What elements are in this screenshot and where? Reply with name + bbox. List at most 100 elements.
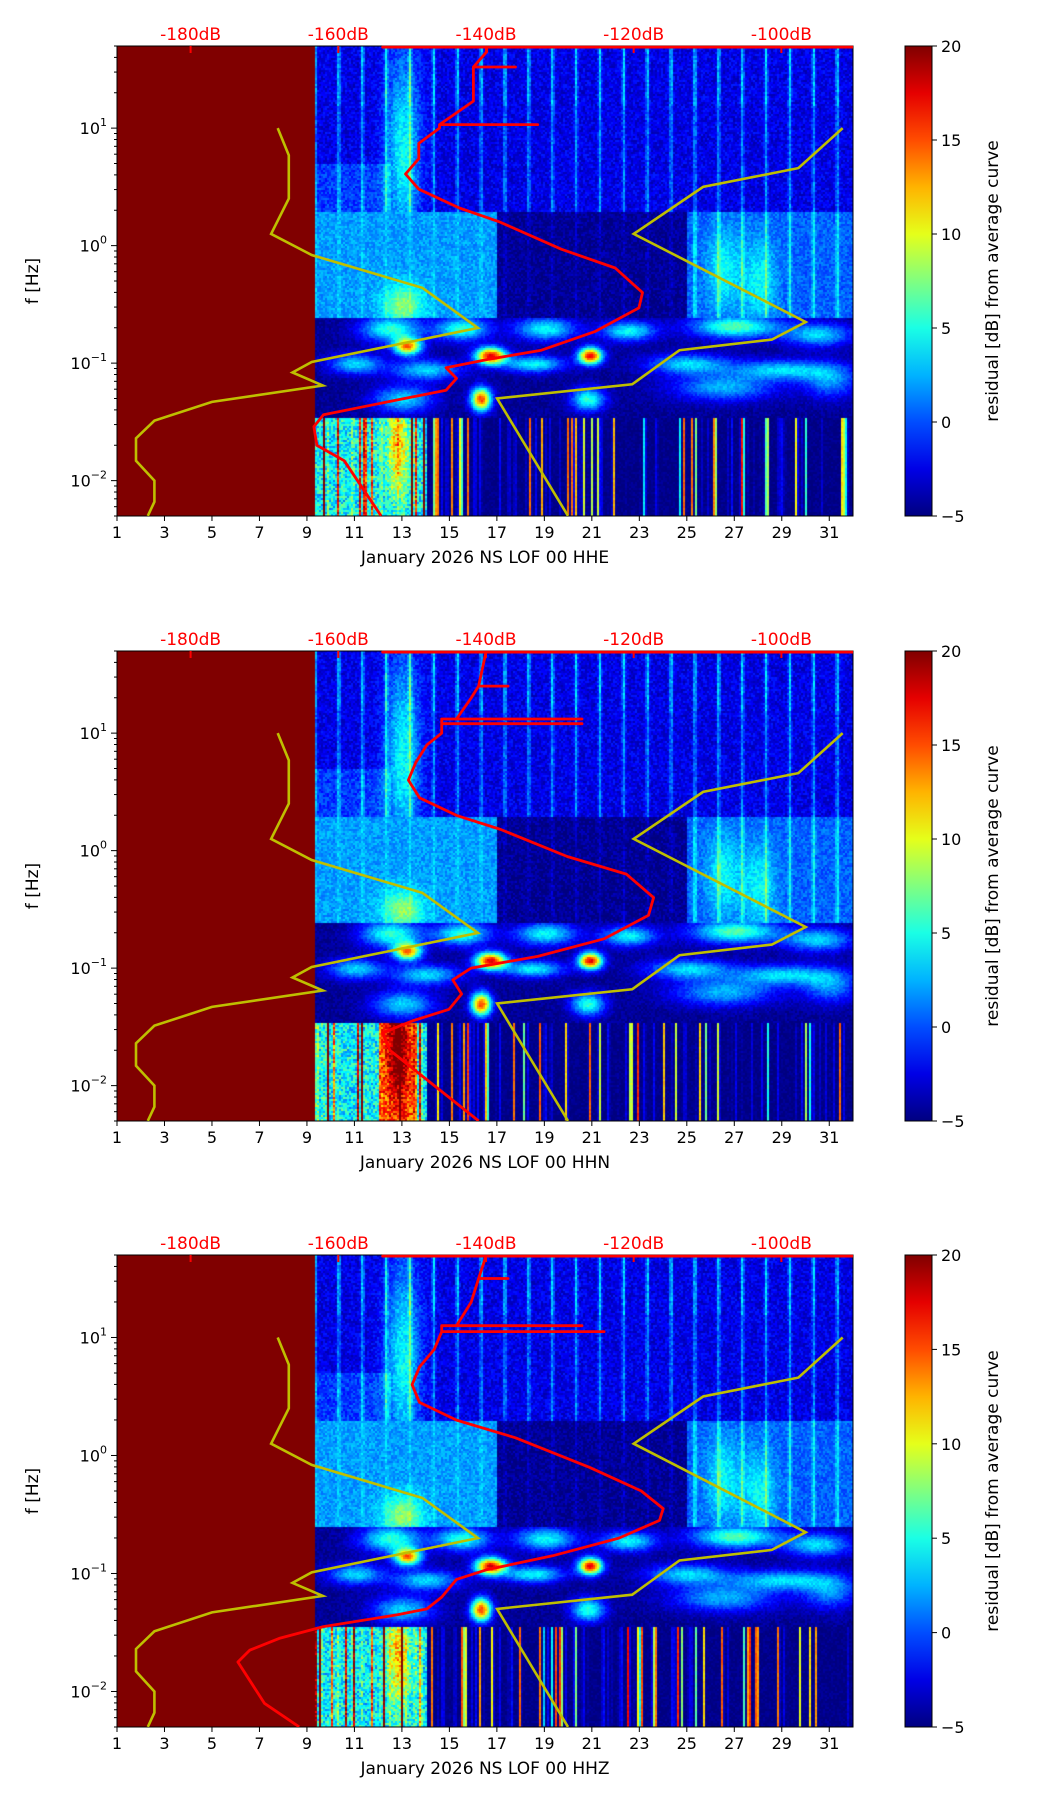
y-tick-label: 101 [80,116,107,138]
y-tick-exponent: −1 [91,351,107,364]
x-tick-label: 3 [159,1734,169,1753]
x-tick-label: 15 [439,523,459,542]
y-tick-base: 10 [80,1446,100,1465]
x-tick-label: 31 [819,523,839,542]
db-tick-label: -120dB [603,1234,664,1254]
low-noise-model-curve [134,732,482,1121]
y-tick-base: 10 [80,842,100,861]
low-noise-model-curve [134,1337,482,1727]
x-tick-label: 17 [487,1128,507,1147]
colorbar-tick-label: 15 [941,736,961,755]
x-tick-label: 25 [677,1128,697,1147]
colorbar [904,1254,933,1728]
y-tick-label: 10−1 [70,956,107,978]
x-tick-label: 7 [254,523,264,542]
y-axis-label: f [Hz] [23,1468,43,1514]
colorbar-tick-label: −5 [941,507,965,526]
db-tick-label: -140dB [455,1234,516,1254]
y-tick-label: 100 [80,839,107,861]
colorbar-tick-label: −5 [941,1112,965,1131]
x-tick-label: 25 [677,523,697,542]
db-tick-label: -100dB [751,25,812,45]
db-tick-label: -180dB [160,25,221,45]
x-tick-label: 29 [772,1734,792,1753]
colorbar-tick-label: 5 [941,1529,951,1548]
x-tick-label: 13 [392,523,412,542]
low-noise-model-curve [134,127,482,516]
x-tick-label: 23 [629,1128,649,1147]
colorbar-label: residual [dB] from average curve [983,745,1003,1026]
x-tick-label: 7 [254,1128,264,1147]
x-tick-label: 7 [254,1734,264,1753]
y-tick-base: 10 [70,1564,90,1583]
colorbar-tick-label: 5 [941,319,951,338]
colorbar-tick-label: 15 [941,131,961,150]
y-tick-exponent: −2 [91,469,107,482]
x-tick-label: 11 [344,1734,364,1753]
x-tick-label: 1 [112,1734,122,1753]
x-tick-label: 11 [344,523,364,542]
y-tick-label: 10−1 [70,1561,107,1583]
y-tick-exponent: −2 [91,1074,107,1087]
y-tick-label: 10−2 [70,1074,107,1096]
colorbar-tick-label: 0 [941,413,951,432]
db-tick-label: -140dB [455,25,516,45]
y-tick-base: 10 [80,1328,100,1347]
colorbar-label: residual [dB] from average curve [983,1350,1003,1631]
psd-curve [312,45,853,516]
x-tick-label: 5 [207,1734,217,1753]
y-tick-exponent: −2 [91,1679,107,1692]
x-axis-label: January 2026 NS LOF 00 HHZ [359,1759,609,1779]
y-tick-exponent: −1 [91,1561,107,1574]
high-noise-model-curve [494,127,844,516]
x-tick-label: 23 [629,523,649,542]
colorbar-tick-label: 10 [941,225,961,244]
x-tick-label: 9 [302,1734,312,1753]
colorbar-tick-label: 0 [941,1018,951,1037]
y-tick-exponent: 1 [100,116,107,129]
x-tick-label: 13 [392,1128,412,1147]
y-tick-label: 100 [80,234,107,256]
y-tick-exponent: −1 [91,956,107,969]
x-tick-label: 29 [772,523,792,542]
y-tick-exponent: 1 [100,1325,107,1338]
y-tick-base: 10 [70,354,90,373]
x-tick-label: 31 [819,1128,839,1147]
x-tick-label: 29 [772,1128,792,1147]
y-tick-base: 10 [70,1077,90,1096]
x-tick-label: 21 [582,523,602,542]
db-tick-label: -180dB [160,1234,221,1254]
db-tick-label: -140dB [455,630,516,650]
colorbar-tick-label: 5 [941,924,951,943]
y-tick-base: 10 [70,959,90,978]
db-tick-label: -160dB [308,1234,369,1254]
y-tick-base: 10 [80,119,100,138]
x-tick-label: 27 [724,523,744,542]
y-tick-exponent: 0 [100,234,107,247]
db-tick-label: -160dB [308,25,369,45]
x-tick-label: 1 [112,1128,122,1147]
psd-curve [381,650,853,1121]
colorbar-tick-label: −5 [941,1718,965,1737]
y-axis-label: f [Hz] [23,258,43,304]
x-tick-label: 9 [302,1128,312,1147]
y-tick-exponent: 0 [100,839,107,852]
colorbar-tick-label: 15 [941,1340,961,1359]
x-tick-label: 15 [439,1128,459,1147]
y-tick-base: 10 [70,472,90,491]
y-tick-base: 10 [80,237,100,256]
x-axis-label: January 2026 NS LOF 00 HHN [359,1153,610,1173]
y-tick-label: 10−2 [70,1679,107,1701]
high-noise-model-curve [494,1336,844,1727]
db-tick-label: -100dB [751,1234,812,1254]
colorbar-tick-label: 0 [941,1624,951,1643]
x-tick-label: 27 [724,1128,744,1147]
colorbar-tick-label: 20 [941,642,961,661]
x-tick-label: 19 [534,1734,554,1753]
high-noise-model-curve [494,732,844,1121]
x-tick-label: 31 [819,1734,839,1753]
